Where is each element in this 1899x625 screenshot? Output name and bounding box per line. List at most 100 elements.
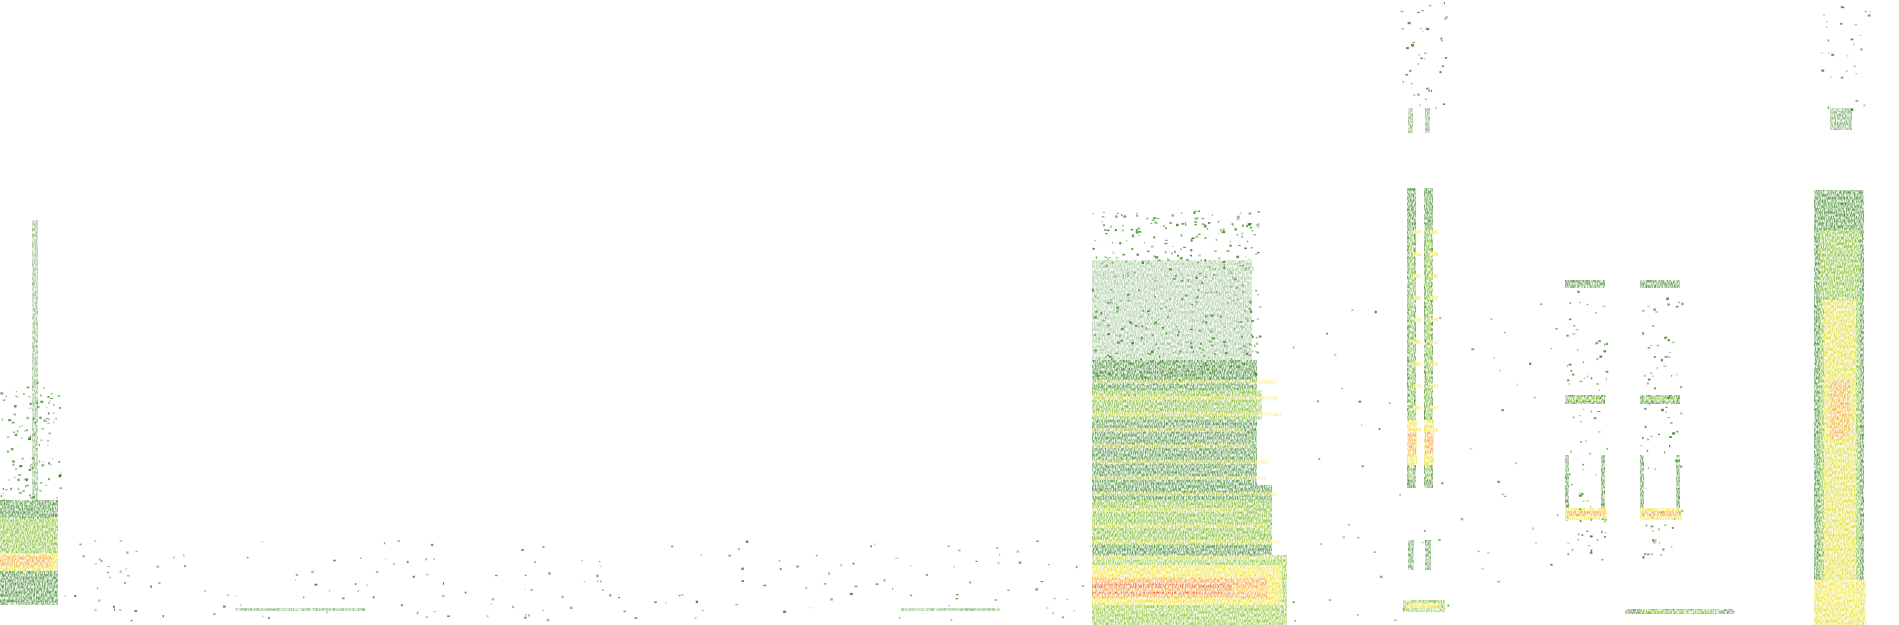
broadband-speck [1241, 336, 1244, 339]
floor-speck [875, 583, 879, 585]
broadband-speck [1122, 253, 1126, 256]
twin-column-core-1 [1409, 230, 1414, 480]
twin-column-speck [1426, 28, 1430, 31]
panel-2-speck [1659, 541, 1661, 544]
panel-2-speck [1651, 553, 1653, 556]
cluster-left-speck [58, 475, 61, 478]
broadband-speck [1159, 356, 1161, 358]
cluster-left-speck [5, 489, 8, 491]
panel-1-speck [1578, 492, 1582, 495]
broadband-stripe [1092, 556, 1275, 560]
cluster-left-speck [30, 465, 31, 468]
panel-1-speck [1580, 440, 1582, 443]
cluster-left-speck [0, 495, 2, 498]
scatter-speck [1360, 424, 1363, 426]
broadband-speck [1138, 289, 1141, 292]
broadband-speck [1226, 250, 1230, 253]
cluster-left-speck [43, 386, 45, 390]
floor-speck [654, 601, 657, 603]
cluster-left-speck [36, 381, 39, 384]
panel-1-speck [1576, 399, 1578, 401]
panel-2-speck [1640, 445, 1642, 447]
broadband-speck [1180, 344, 1183, 346]
scatter-speck [1501, 409, 1504, 412]
broadband-speck [1223, 340, 1226, 343]
broadband-speck [1200, 342, 1202, 345]
broadband-speck [1214, 250, 1217, 252]
panel-2-speck [1675, 305, 1679, 308]
twin-column-core-2 [1426, 230, 1431, 480]
panel-1-speck [1606, 447, 1608, 450]
broadband-speck [1209, 330, 1212, 333]
panel-1-speck [1588, 545, 1591, 547]
twin-column-speck [1425, 27, 1427, 30]
twin-column-speck [1428, 5, 1432, 7]
cluster-left-speck [53, 404, 55, 406]
scatter-speck [1469, 448, 1473, 450]
broadband-speck [1169, 371, 1173, 374]
floor-speck [741, 580, 744, 582]
panel-1-speck [1597, 411, 1601, 412]
panel-1-speck [1605, 377, 1607, 381]
panel-2-speck [1678, 501, 1681, 503]
cluster-left-speck [8, 479, 10, 481]
twin-column-speck [1402, 80, 1404, 83]
cluster-left-speck [44, 420, 47, 422]
broadband-speck [1138, 234, 1140, 237]
broadband-speck [1255, 342, 1259, 345]
scatter-speck [1316, 400, 1320, 403]
twin-column-low-1 [1408, 540, 1414, 570]
cluster-left-speck [21, 457, 24, 460]
broadband-speck [1242, 224, 1244, 227]
cluster-left-speck [48, 418, 50, 421]
broadband-speck [1104, 229, 1107, 231]
floor-speck [375, 571, 379, 573]
broadband-speck [1169, 297, 1171, 300]
twin-column-speck [1424, 52, 1427, 54]
panel-1-speck [1566, 334, 1569, 337]
scatter-speck [1361, 465, 1364, 468]
broadband-speck [1102, 211, 1106, 214]
broadband-stripe [1092, 492, 1278, 496]
broadband-speck [1194, 210, 1197, 212]
panel-2-speck [1678, 301, 1680, 304]
twin-column-top-1 [1408, 108, 1413, 133]
broadband-speck [1252, 266, 1254, 269]
panel-2-speck [1664, 356, 1668, 358]
panel-1-speck [1599, 396, 1601, 399]
broadband-speck [1204, 321, 1208, 324]
floor-speck [524, 616, 527, 619]
broadband-speck [1095, 310, 1098, 313]
cluster-left-speck [29, 494, 31, 497]
broadband-speck [1092, 298, 1094, 301]
broadband-speck [1257, 223, 1260, 226]
floor-speck [512, 605, 515, 609]
cluster-left-speck [39, 416, 42, 420]
floor-speck [239, 604, 242, 606]
broadband-speck [1176, 326, 1179, 328]
broadband-speck [1102, 274, 1105, 276]
broadband-speck [1171, 245, 1174, 247]
broadband-speck [1253, 371, 1256, 374]
floor-speck [870, 545, 872, 548]
cluster-left-speck [31, 467, 34, 470]
cluster-left-speck [30, 464, 33, 466]
broadband-speck [1138, 231, 1142, 233]
twin-column-tick [1413, 362, 1421, 366]
floor-speck [431, 543, 434, 546]
broadband-speck [1112, 251, 1115, 254]
broadband-speck [1190, 249, 1193, 252]
right-column-speck [1850, 38, 1854, 41]
broadband-speck [1126, 239, 1128, 242]
broadband-speck [1108, 372, 1112, 375]
broadband-speck [1248, 212, 1252, 215]
scatter-speck [1424, 530, 1426, 532]
floor-speck [671, 545, 674, 548]
broadband-speck [1141, 310, 1145, 312]
broadband-speck [1123, 215, 1127, 218]
broadband-stripe [1092, 380, 1278, 384]
broadband-speck [1147, 353, 1150, 355]
cluster-left-speck [47, 396, 50, 398]
panel-1-speck [1586, 530, 1589, 532]
broadband-speck [1179, 257, 1181, 260]
